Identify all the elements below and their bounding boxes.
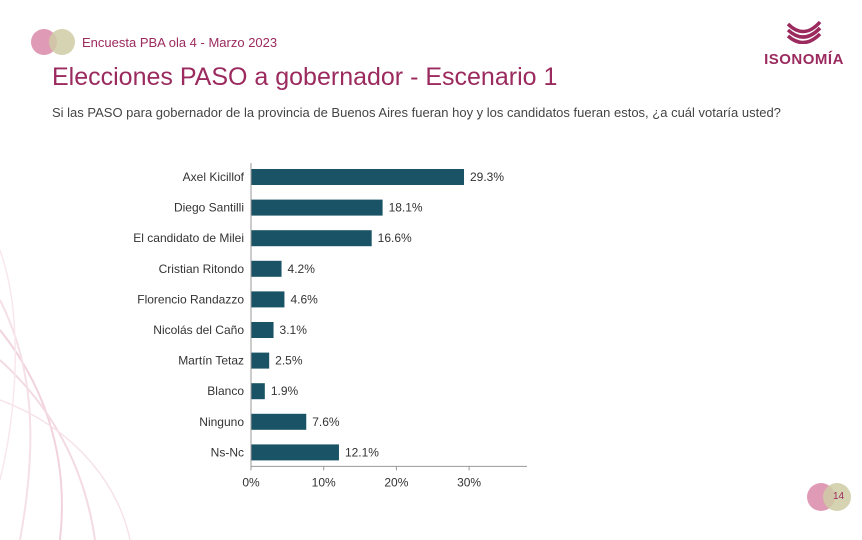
survey-label: Encuesta PBA ola 4 - Marzo 2023 xyxy=(82,35,278,50)
data-label: 4.6% xyxy=(290,292,318,306)
bar xyxy=(251,199,383,216)
data-label: 2.5% xyxy=(275,354,303,368)
data-label: 4.2% xyxy=(288,262,316,276)
page-number: 14 xyxy=(833,491,845,502)
bar xyxy=(251,383,265,400)
bar xyxy=(251,352,270,369)
category-label: Ns-Nc xyxy=(211,445,244,459)
bar xyxy=(251,413,307,430)
bar xyxy=(251,322,274,338)
data-label: 1.9% xyxy=(271,384,299,398)
data-label: 7.6% xyxy=(312,415,340,429)
x-tick-label: 30% xyxy=(457,475,481,489)
data-label: 18.1% xyxy=(389,201,423,215)
x-tick-label: 20% xyxy=(384,475,408,489)
category-label: Florencio Randazzo xyxy=(137,292,244,306)
category-label: Axel Kicillof xyxy=(183,170,245,184)
bar xyxy=(251,230,372,247)
x-tick-label: 0% xyxy=(242,475,260,489)
bar xyxy=(251,291,285,308)
header-circles-logo xyxy=(31,29,75,55)
page-subtitle: Si las PASO para gobernador de la provin… xyxy=(52,105,781,120)
category-label: Nicolás del Caño xyxy=(153,323,244,337)
category-label: Cristian Ritondo xyxy=(159,262,245,276)
page-number-circles xyxy=(807,483,851,511)
category-label: El candidato de Milei xyxy=(133,231,244,245)
data-label: 3.1% xyxy=(280,323,308,337)
data-label: 16.6% xyxy=(378,231,412,245)
category-label: Blanco xyxy=(207,384,244,398)
category-label: Diego Santilli xyxy=(174,201,244,215)
brand-logo: ISONOMÍA xyxy=(764,18,844,68)
page-title: Elecciones PASO a gobernador - Escenario… xyxy=(52,63,558,91)
bar xyxy=(251,169,465,185)
category-label: Martín Tetaz xyxy=(178,354,244,368)
brand-name: ISONOMÍA xyxy=(764,51,844,68)
x-tick-label: 10% xyxy=(312,475,336,489)
bar xyxy=(251,260,282,277)
data-label: 12.1% xyxy=(345,445,379,459)
isonomia-mark-icon xyxy=(786,20,822,45)
bar xyxy=(251,444,339,461)
data-label: 29.3% xyxy=(470,170,504,184)
category-label: Ninguno xyxy=(199,415,244,429)
